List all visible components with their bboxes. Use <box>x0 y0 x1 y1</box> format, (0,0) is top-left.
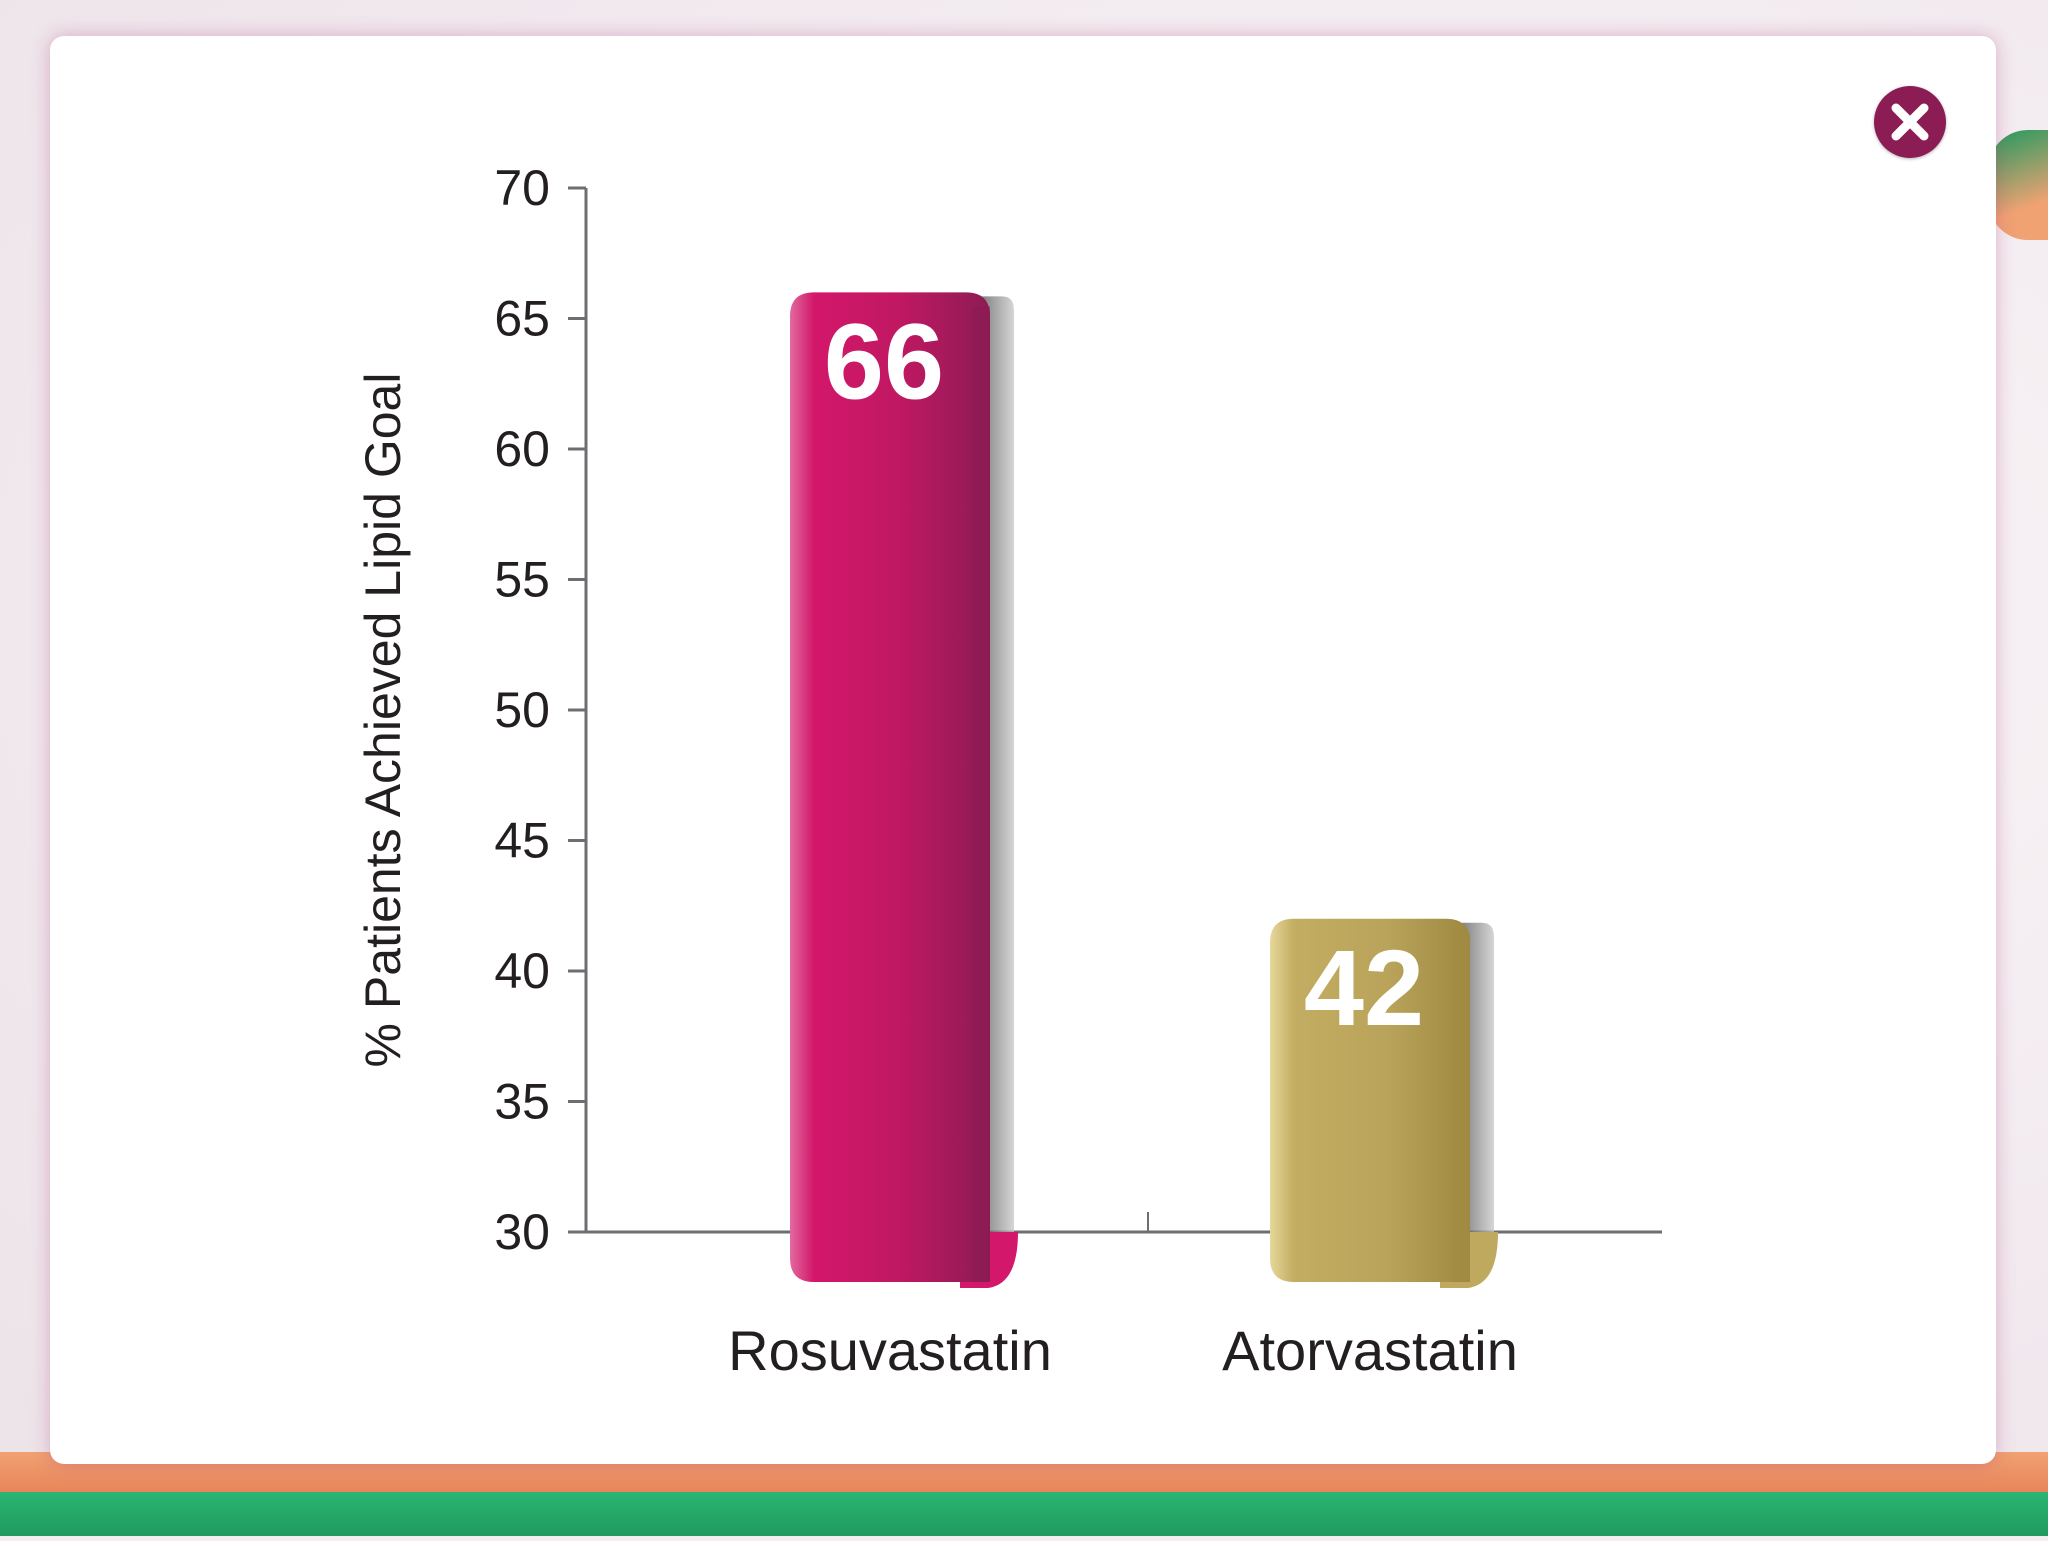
y-tick-label: 60 <box>494 421 550 477</box>
bar-atorvastatin-body <box>1270 918 1470 1282</box>
x-category-label: Atorvastatin <box>1222 1319 1518 1382</box>
y-tick-label: 70 <box>494 160 550 216</box>
y-tick-label: 35 <box>494 1074 550 1130</box>
close-icon <box>1891 103 1929 141</box>
data-label: 42 <box>1304 927 1424 1048</box>
y-axis-label: % Patients Achieved Lipid Goal <box>355 373 411 1068</box>
y-tick-label: 40 <box>494 943 550 999</box>
bar-rosuvastatin: 66 Rosuvastatin <box>728 292 1052 1382</box>
y-tick-label: 55 <box>494 552 550 608</box>
bar-atorvastatin: 42 Atorvastatin <box>1222 918 1518 1382</box>
bar-rosuvastatin-body <box>790 292 990 1282</box>
y-tick-label: 50 <box>494 682 550 738</box>
chart-modal <box>50 36 1996 1464</box>
y-tick-label: 45 <box>494 813 550 869</box>
y-tick-label: 30 <box>494 1204 550 1260</box>
background-corner-decoration <box>1988 130 2048 240</box>
bar-rosuvastatin-edge <box>972 306 990 1282</box>
data-label: 66 <box>824 300 944 421</box>
footer-stripe-green <box>0 1492 2048 1536</box>
bar-atorvastatin-edge <box>1452 932 1470 1282</box>
close-button[interactable] <box>1874 86 1946 158</box>
y-tick-label: 65 <box>494 291 550 347</box>
x-category-label: Rosuvastatin <box>728 1319 1052 1382</box>
